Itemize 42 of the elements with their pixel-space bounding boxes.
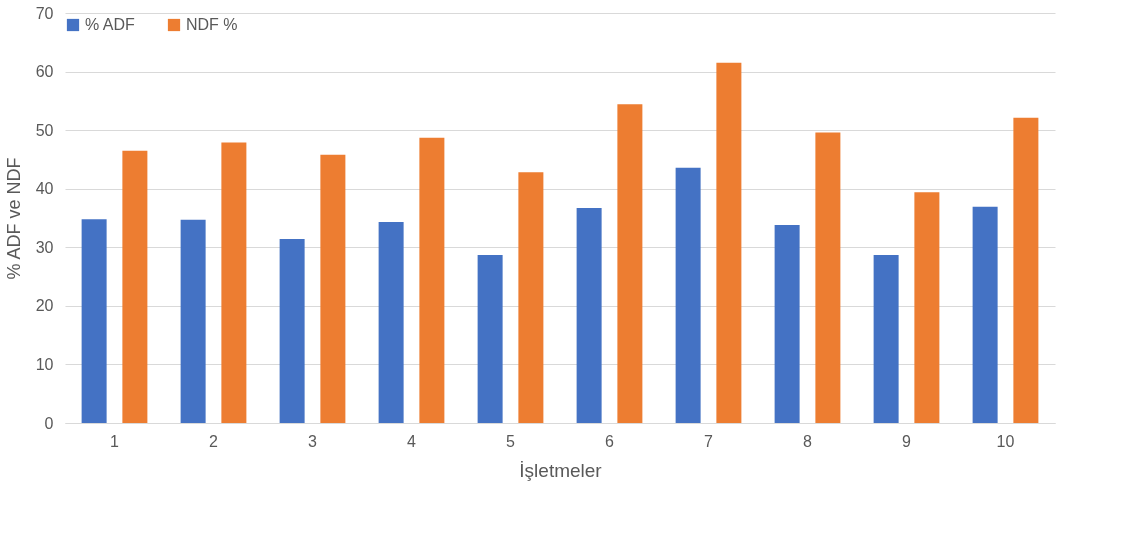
y-tick-label: 50 [35,121,54,139]
bar [675,167,701,423]
bar [716,62,742,423]
y-axis-title: % ADF ve NDF [3,157,24,280]
legend-label: NDF % [186,16,238,33]
y-tick-label: 20 [35,297,54,315]
y-tick-label: 0 [44,414,54,432]
y-tick-label: 30 [35,238,54,256]
x-tick-label: 10 [996,432,1015,450]
y-tick-label: 40 [35,180,54,198]
bar [279,239,305,423]
bar [576,208,602,423]
bar [81,219,107,423]
bar [914,192,940,423]
bar [518,172,544,423]
bar [873,254,899,423]
bar [477,254,503,423]
bar [1013,117,1039,423]
x-tick-label: 9 [902,432,912,450]
x-axis-title: İşletmeler [519,459,603,481]
x-tick-label: 7 [704,432,714,450]
bar [122,150,148,423]
y-tick-label: 10 [35,355,54,373]
bar [419,137,445,423]
bar [320,154,346,423]
bar [378,222,404,423]
x-tick-label: 6 [605,432,615,450]
y-tick-label: 70 [35,4,54,22]
bar [221,142,247,423]
bar [617,104,643,423]
x-tick-label: 5 [506,432,516,450]
bar [815,132,841,423]
x-tick-label: 2 [209,432,219,450]
legend-label: % ADF [85,16,136,33]
bar [972,206,998,423]
x-tick-label: 8 [803,432,813,450]
x-tick-label: 4 [407,432,417,450]
bar [774,225,800,423]
x-tick-label: 1 [110,432,120,450]
x-tick-label: 3 [308,432,318,450]
bar [180,219,206,423]
y-tick-label: 60 [35,63,54,81]
